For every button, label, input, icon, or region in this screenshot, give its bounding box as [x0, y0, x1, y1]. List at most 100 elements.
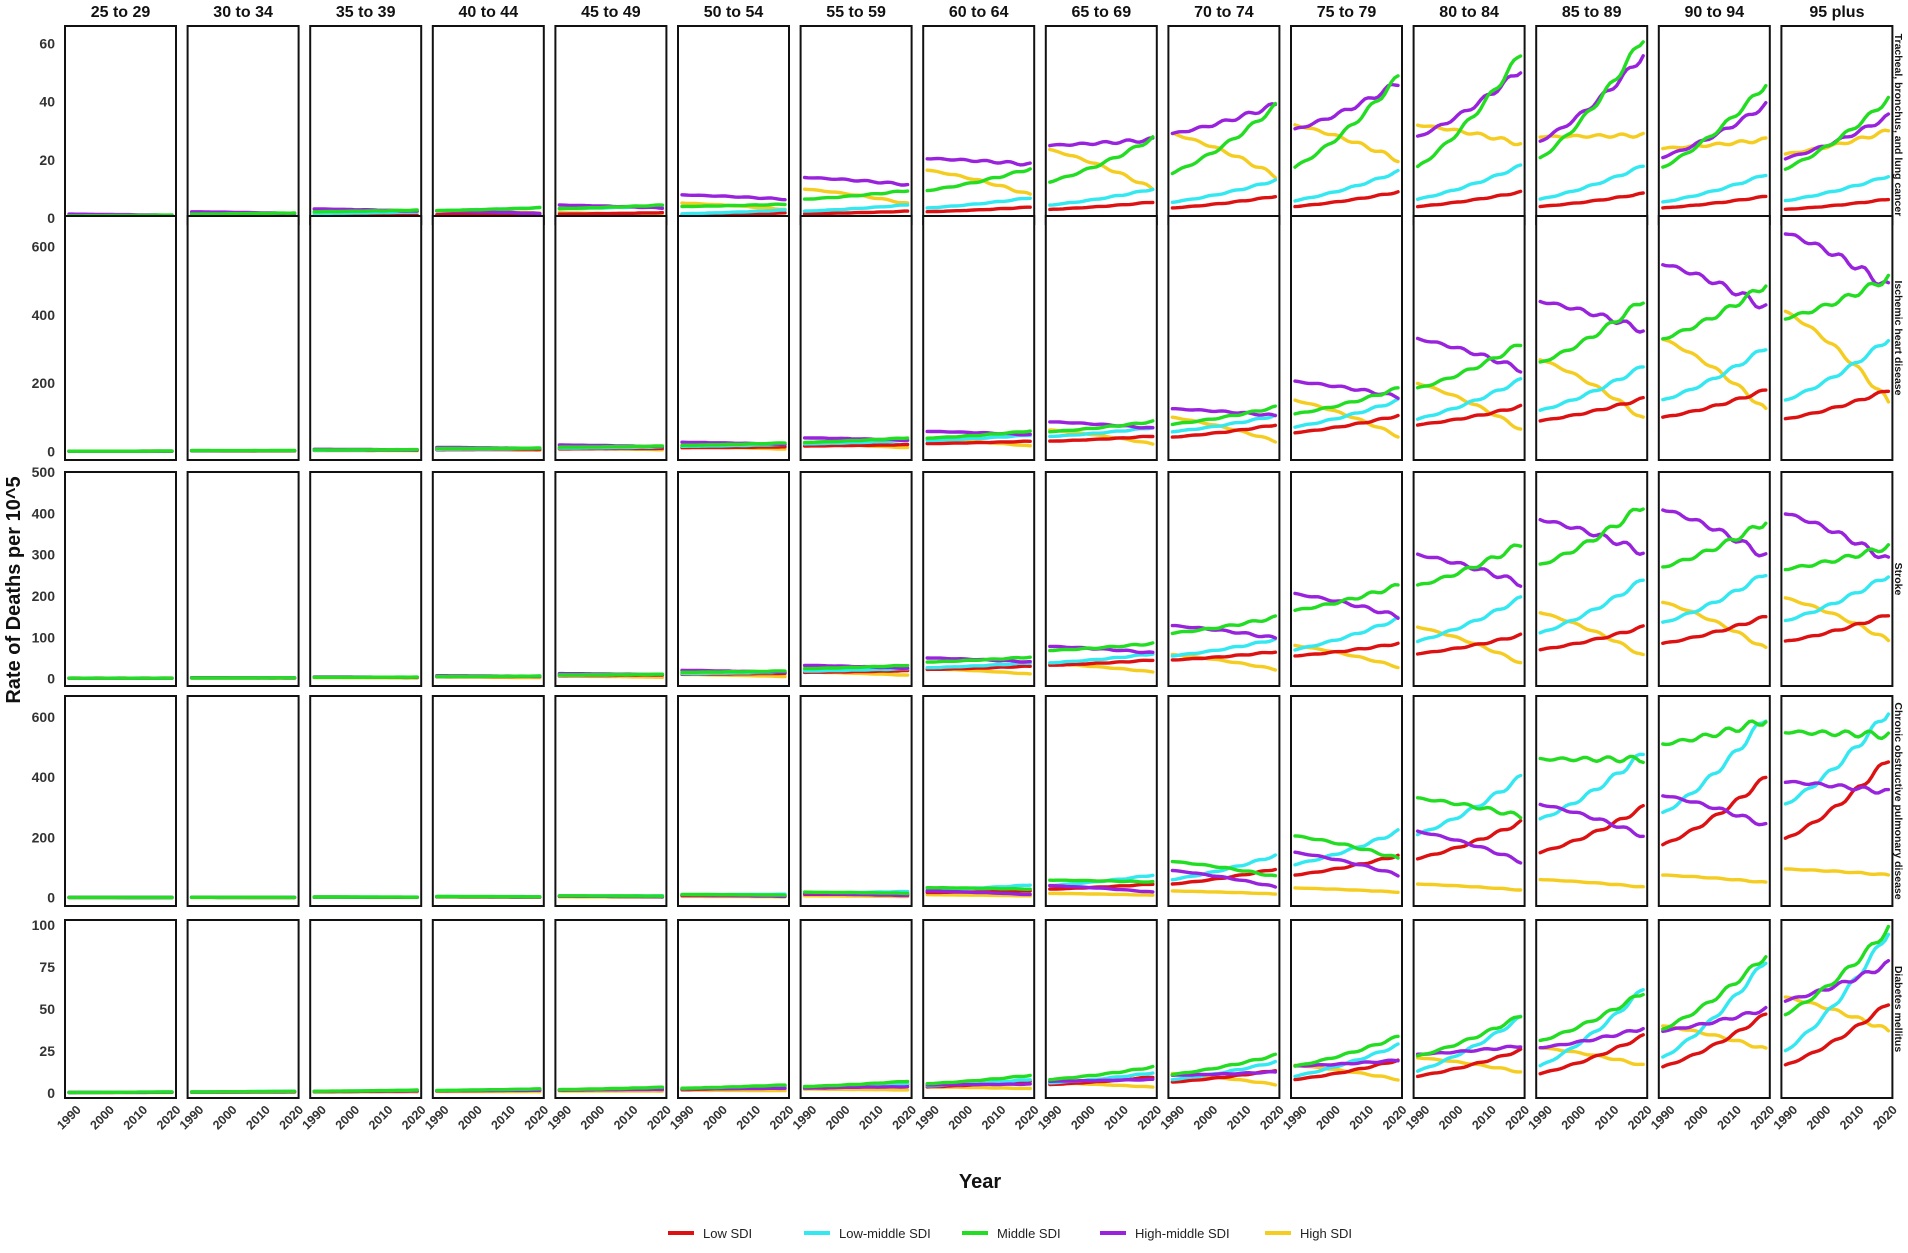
y-tick-label: 0 — [47, 443, 55, 459]
x-tick-label: 1990 — [1525, 1103, 1555, 1133]
x-tick-label: 2010 — [1715, 1103, 1745, 1133]
x-tick-label: 2020 — [399, 1103, 429, 1133]
x-tick-label: 2020 — [767, 1103, 797, 1133]
legend-label: High-middle SDI — [1135, 1226, 1230, 1241]
facet-panel — [923, 216, 1034, 460]
panel-frame — [678, 472, 789, 686]
x-tick-label: 1990 — [422, 1103, 452, 1133]
facet-panel — [678, 920, 789, 1098]
facet-panel — [801, 26, 912, 224]
facet-panel — [310, 472, 421, 686]
x-tick-label: 2000 — [1804, 1103, 1834, 1133]
panel-frame — [1659, 26, 1770, 224]
facet-panel — [1781, 920, 1892, 1098]
y-tick-label: 600 — [32, 709, 56, 725]
facet-panel — [1659, 696, 1770, 906]
facet-panel — [1659, 920, 1770, 1098]
cause-strip-label: Tracheal, bronchus, and lung cancer — [1892, 34, 1904, 217]
panel-frame — [1536, 696, 1647, 906]
x-tick-label: 1990 — [1403, 1103, 1433, 1133]
facet-panel — [65, 472, 176, 686]
facet-panel — [801, 920, 912, 1098]
series-line — [1050, 880, 1153, 882]
panel-frame — [801, 216, 912, 460]
panel-frame — [433, 920, 544, 1098]
age-group-header: 75 to 79 — [1317, 4, 1377, 21]
x-tick-label: 2000 — [701, 1103, 731, 1133]
cause-strip-label: Ischemic heart disease — [1892, 281, 1904, 396]
x-tick-label: 2010 — [611, 1103, 641, 1133]
facet-panel — [1536, 26, 1647, 224]
panel-frame — [923, 696, 1034, 906]
age-group-header: 60 to 64 — [949, 4, 1009, 21]
facet-panel — [1291, 696, 1402, 906]
panel-frame — [310, 920, 421, 1098]
x-tick-label: 1990 — [177, 1103, 207, 1133]
facet-panel — [1659, 216, 1770, 460]
x-tick-label: 2010 — [1592, 1103, 1622, 1133]
facet-panel — [923, 26, 1034, 224]
x-tick-label: 2020 — [1257, 1103, 1287, 1133]
facet-panel — [1536, 696, 1647, 906]
facet-panel — [801, 472, 912, 686]
series-line — [682, 894, 785, 895]
panel-frame — [801, 696, 912, 906]
panel-frame — [188, 472, 299, 686]
x-tick-label: 2010 — [489, 1103, 519, 1133]
facet-panel — [65, 26, 176, 224]
age-group-header: 45 to 49 — [581, 4, 641, 21]
x-tick-label: 2000 — [1681, 1103, 1711, 1133]
facet-panel — [923, 920, 1034, 1098]
x-tick-label: 2020 — [1625, 1103, 1655, 1133]
panel-frame — [433, 472, 544, 686]
facet-panel — [1781, 216, 1892, 460]
facet-panel — [1046, 920, 1157, 1098]
x-tick-label: 2010 — [1837, 1103, 1867, 1133]
series-line — [927, 888, 1030, 890]
series-line — [559, 674, 662, 675]
panel-frame — [65, 472, 176, 686]
legend-item: Middle SDI — [962, 1226, 1061, 1241]
facet-panel — [433, 472, 544, 686]
age-group-header: 80 to 84 — [1439, 4, 1499, 21]
facet-panel — [678, 216, 789, 460]
facet-panel — [801, 216, 912, 460]
y-tick-label: 300 — [32, 547, 56, 563]
x-tick-label: 2020 — [1380, 1103, 1410, 1133]
facet-panel — [555, 26, 666, 224]
facet-panel — [1781, 472, 1892, 686]
panel-frame — [678, 216, 789, 460]
facet-panel — [801, 696, 912, 906]
y-tick-label: 0 — [47, 1085, 55, 1101]
facet-panel — [678, 696, 789, 906]
panel-frame — [310, 26, 421, 224]
age-group-header: 95 plus — [1809, 4, 1864, 21]
x-tick-label: 2020 — [277, 1103, 307, 1133]
facet-panel — [1414, 696, 1525, 906]
x-tick-label: 2000 — [1559, 1103, 1589, 1133]
y-tick-label: 50 — [39, 1001, 55, 1017]
y-tick-label: 400 — [32, 505, 56, 521]
panel-frame — [801, 472, 912, 686]
facet-panel — [1168, 26, 1279, 224]
x-tick-label: 2000 — [946, 1103, 976, 1133]
legend-item: High SDI — [1265, 1226, 1352, 1241]
facet-panel — [1536, 920, 1647, 1098]
x-tick-label: 2010 — [243, 1103, 273, 1133]
facet-panel — [1414, 26, 1525, 224]
facet-panel — [1168, 216, 1279, 460]
facet-panel — [1536, 472, 1647, 686]
x-tick-label: 2010 — [734, 1103, 764, 1133]
legend-item: Low SDI — [668, 1226, 752, 1241]
facet-panel — [1291, 26, 1402, 224]
facet-panel — [188, 216, 299, 460]
x-tick-label: 1990 — [1771, 1103, 1801, 1133]
y-tick-label: 0 — [47, 671, 55, 687]
x-tick-label: 2010 — [979, 1103, 1009, 1133]
y-tick-label: 20 — [39, 152, 55, 168]
series-line — [1050, 893, 1153, 895]
series-line — [437, 1089, 540, 1091]
series-line — [192, 1091, 295, 1092]
facet-panel — [1291, 472, 1402, 686]
